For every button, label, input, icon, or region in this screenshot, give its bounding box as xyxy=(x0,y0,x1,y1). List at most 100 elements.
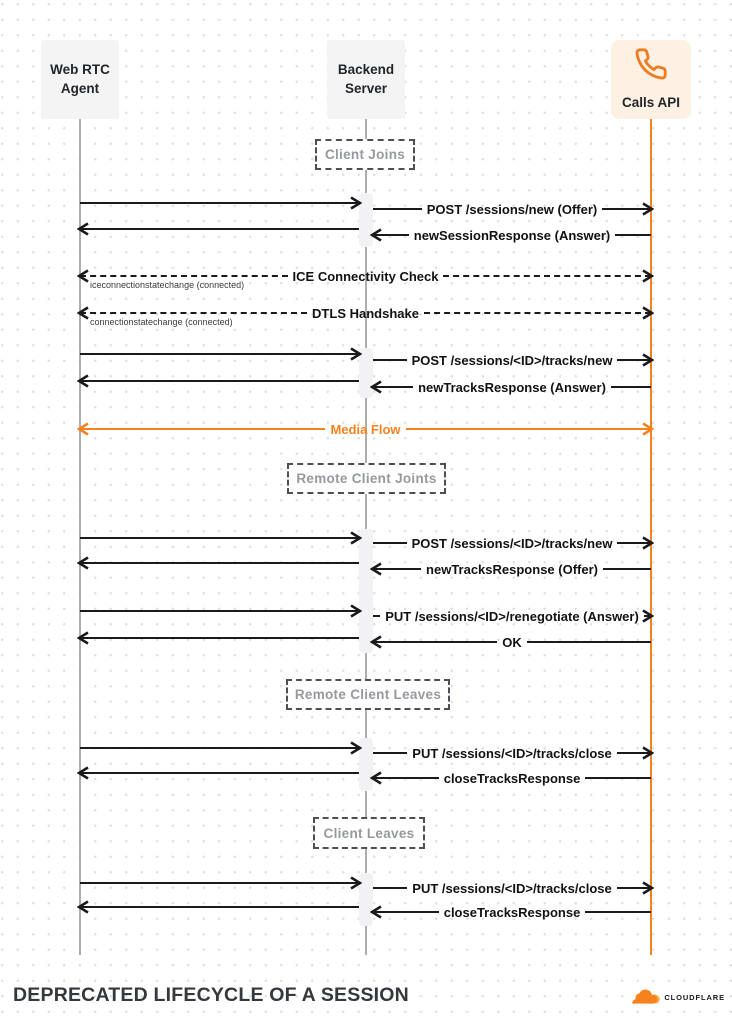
message-line xyxy=(80,610,359,612)
arrowhead-icon xyxy=(640,305,655,321)
message-arrow xyxy=(80,873,363,893)
arrowhead-icon xyxy=(369,770,384,786)
message-label: POST /sessions/<ID>/tracks/new xyxy=(411,352,613,368)
message-line xyxy=(610,386,652,388)
message-label: PUT /sessions/<ID>/tracks/close xyxy=(412,745,612,761)
arrowhead-icon xyxy=(348,346,363,362)
message-label: newTracksResponse (Offer) xyxy=(426,561,598,577)
message-arrow: PUT /sessions/<ID>/renegotiate (Answer) xyxy=(373,606,655,626)
message-line xyxy=(602,568,652,570)
arrowhead-icon xyxy=(76,305,91,321)
arrowhead-icon xyxy=(76,765,91,781)
message-arrow xyxy=(80,738,363,758)
message-line xyxy=(617,359,651,361)
arrowhead-icon xyxy=(640,421,655,437)
activation-bar xyxy=(359,348,373,398)
message-arrow: closeTracksResponse xyxy=(369,768,652,788)
message-line xyxy=(616,752,651,754)
message-line xyxy=(617,542,651,544)
arrowhead-icon xyxy=(76,373,91,389)
arrowhead-icon xyxy=(76,630,91,646)
activation-bar xyxy=(359,193,373,247)
message-line xyxy=(643,615,652,617)
activation-bar xyxy=(359,738,373,791)
arrowhead-icon xyxy=(348,740,363,756)
message-line xyxy=(373,777,439,779)
message-label: ICE Connectivity Check xyxy=(292,268,439,284)
message-line xyxy=(373,641,498,643)
message-arrow: POST /sessions/<ID>/tracks/new xyxy=(373,350,655,370)
message-arrow xyxy=(80,193,363,213)
message-arrow xyxy=(80,528,363,548)
message-arrow: newSessionResponse (Answer) xyxy=(369,225,651,245)
phase-label: Remote Client Joints xyxy=(296,471,437,486)
arrowhead-icon xyxy=(640,535,655,551)
message-line xyxy=(80,275,288,277)
arrowhead-icon xyxy=(640,268,655,284)
message-line xyxy=(80,882,359,884)
arrowhead-icon xyxy=(76,555,91,571)
arrowhead-icon xyxy=(369,379,384,395)
arrowhead-icon xyxy=(369,904,384,920)
message-line xyxy=(80,202,359,204)
message-label: Media Flow xyxy=(330,421,401,437)
phase-label: Remote Client Leaves xyxy=(294,687,442,702)
message-line xyxy=(80,772,359,774)
phase-box: Client Joins xyxy=(315,139,415,170)
message-arrow xyxy=(80,344,363,364)
arrowhead-icon xyxy=(348,195,363,211)
actor-backend: Backend Server xyxy=(327,40,405,119)
message-label: closeTracksResponse xyxy=(443,770,581,786)
message-arrow xyxy=(76,553,359,573)
actor-webrtc: Web RTC Agent xyxy=(41,40,119,119)
actor-label: Calls API xyxy=(621,94,681,110)
arrowhead-icon xyxy=(640,352,655,368)
arrowhead-icon xyxy=(76,421,91,437)
diagram-title: DEPRECATED LIFECYCLE OF A SESSION xyxy=(13,984,409,1006)
message-line xyxy=(373,359,407,361)
message-line xyxy=(602,208,651,210)
message-line xyxy=(80,747,359,749)
message-label: newSessionResponse (Answer) xyxy=(413,227,611,243)
phase-label: Client Joins xyxy=(324,147,406,162)
arrowhead-icon xyxy=(640,608,655,624)
phase-box: Client Leaves xyxy=(313,817,425,849)
arrowhead-icon xyxy=(76,899,91,915)
message-line xyxy=(373,911,439,913)
arrowhead-icon xyxy=(640,201,655,217)
message-label: POST /sessions/<ID>/tracks/new xyxy=(411,535,613,551)
message-line xyxy=(616,887,651,889)
message-arrow xyxy=(76,763,359,783)
message-line xyxy=(373,386,414,388)
actor-calls: Calls API xyxy=(611,40,691,119)
message-label: DTLS Handshake xyxy=(312,305,419,321)
phone-icon xyxy=(634,47,668,86)
message-arrow: POST /sessions/<ID>/tracks/new xyxy=(373,533,655,553)
message-line xyxy=(80,562,359,564)
message-arrow: newTracksResponse (Offer) xyxy=(369,559,652,579)
message-line xyxy=(373,615,381,617)
message-label: POST /sessions/new (Offer) xyxy=(426,201,598,217)
message-arrow: ICE Connectivity Check iceconnectionstate… xyxy=(76,266,655,290)
arrowhead-icon xyxy=(76,268,91,284)
message-label: PUT /sessions/<ID>/tracks/close xyxy=(412,880,612,896)
message-line xyxy=(423,312,652,314)
message-arrow xyxy=(80,601,363,621)
message-line xyxy=(443,275,651,277)
message-sublabel: connectionstatechange (connected) xyxy=(90,317,233,327)
message-line xyxy=(373,542,407,544)
message-label: closeTracksResponse xyxy=(443,904,581,920)
message-sublabel: iceconnectionstatechange (connected) xyxy=(90,280,245,290)
actor-label: Web RTC Agent xyxy=(50,62,110,96)
message-arrow: PUT /sessions/<ID>/tracks/close xyxy=(373,878,655,898)
brand-label: CLOUDFLARE xyxy=(664,992,725,1002)
message-label: newTracksResponse (Answer) xyxy=(418,379,606,395)
message-line xyxy=(80,380,359,382)
message-line xyxy=(405,428,651,430)
message-line xyxy=(526,641,651,643)
message-arrow: OK xyxy=(369,632,651,652)
message-arrow xyxy=(76,897,359,917)
activation-bar xyxy=(359,873,373,926)
arrowhead-icon xyxy=(76,221,91,237)
